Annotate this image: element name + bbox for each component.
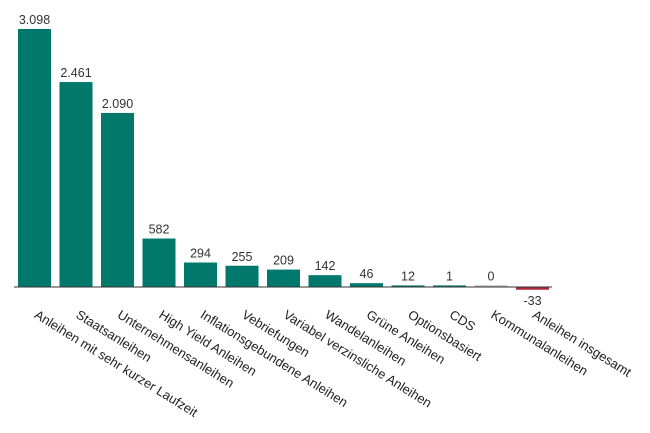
value-label-1: 2.461: [60, 66, 91, 80]
bar-9: [391, 285, 425, 287]
bar-10: [433, 285, 466, 287]
bar-3: [142, 238, 176, 287]
value-label-6: 209: [273, 254, 294, 268]
value-label-3: 582: [149, 223, 170, 237]
bar-8: [350, 283, 383, 287]
value-label-10: 1: [446, 269, 453, 283]
bar-11: [474, 285, 508, 287]
value-label-5: 255: [232, 250, 253, 264]
bar-0: [18, 29, 51, 287]
bar-6: [267, 269, 300, 287]
bar-2: [101, 112, 134, 287]
bar-7: [308, 275, 342, 287]
value-label-0: 3.098: [19, 13, 50, 27]
bars-group: [18, 29, 549, 290]
bar-4: [184, 262, 217, 287]
value-labels-group: 3.098 2.461 2.090 582 294 255 209 142 46 12 1 0 -33: [19, 13, 542, 308]
value-label-11: 0: [488, 269, 495, 283]
value-label-4: 294: [190, 247, 211, 261]
value-label-7: 142: [315, 259, 336, 273]
value-label-12: -33: [523, 294, 541, 308]
value-label-2: 2.090: [102, 97, 133, 111]
value-label-9: 12: [401, 269, 415, 283]
category-labels-group: Anleihen mit sehr kurzer LaufzeitStaatsa…: [32, 307, 634, 420]
bar-1: [59, 82, 93, 287]
value-label-8: 46: [360, 267, 374, 281]
bar-5: [225, 265, 259, 287]
bar-12: [516, 287, 549, 290]
